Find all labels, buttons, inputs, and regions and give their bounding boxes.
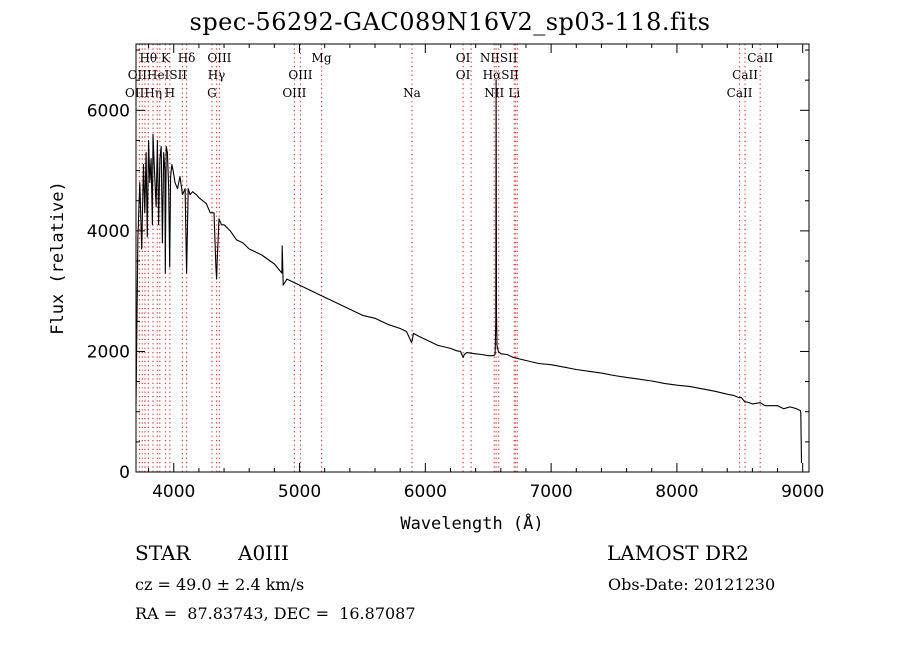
x-tick-label: 7000 [529,482,572,502]
line-label: OIII [282,86,306,100]
x-tick-label: 8000 [655,482,698,502]
axes [135,43,810,473]
y-tick-label: 2000 [87,342,130,362]
line-label: Hγ [208,68,226,82]
y-tick-label: 4000 [87,222,130,242]
spectrum-series [135,79,803,464]
line-label: CaII [732,68,758,82]
survey-name: LAMOST DR2 [607,541,749,565]
observation-date: Obs-Date: 20121230 [608,575,776,594]
line-label: OIIHeISII [128,68,188,82]
object-class: STAR [135,541,191,565]
y-tick-label: 6000 [87,101,130,121]
line-label: OIII [288,68,312,82]
line-label: NIISII [480,51,518,65]
ticks: 4000 5000 6000 7000 8000 9000 0 2000 4000 6000 [87,44,824,502]
spectrum-line [135,79,803,464]
x-tick-label: 6000 [404,482,447,502]
x-tick-label: 9000 [781,482,824,502]
line-label: CaII [727,86,753,100]
line-label: CaII [747,51,773,65]
line-label: H [165,86,175,100]
line-label: Na [403,86,421,100]
y-tick-label: 0 [119,463,130,483]
line-label: OIII [207,51,231,65]
x-axis-label: Wavelength (Å) [400,512,543,534]
line-label: Mg [312,51,332,65]
line-label: K [161,51,171,65]
object-subclass: A0III [238,541,289,565]
x-tick-label: 4000 [152,482,195,502]
line-label: NII [484,86,504,100]
line-label: Li [508,86,520,100]
chart-title: spec-56292-GAC089N16V2_sp03-118.fits [189,8,711,36]
line-label: Hδ [178,51,196,65]
coordinates: RA = 87.83743, DEC = 16.87087 [135,604,416,623]
plot-frame [135,43,810,473]
line-label: OIIHη [125,86,162,100]
redshift-velocity: cz = 49.0 ± 2.4 km/s [135,575,305,594]
line-label: OI [456,68,471,82]
line-label: OI [456,51,471,65]
line-label: HαSII [483,68,520,82]
x-tick-label: 5000 [278,482,321,502]
line-label: Hθ [139,51,157,65]
line-label: G [207,86,217,100]
emission-line-markers [138,44,761,472]
y-axis-label: Flux (relative) [48,181,68,335]
